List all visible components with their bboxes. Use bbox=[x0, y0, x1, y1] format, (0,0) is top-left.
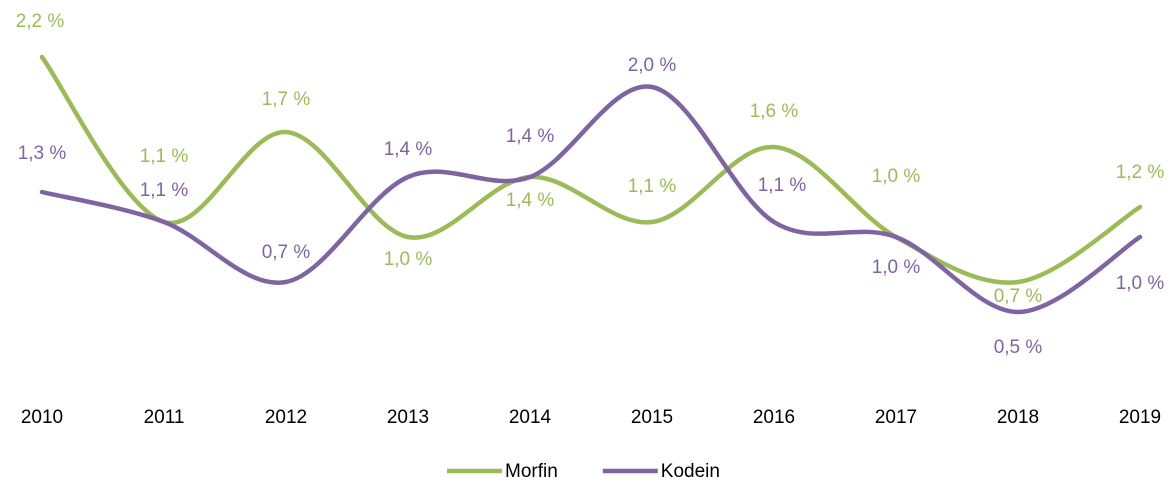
data-label: 1,0 % bbox=[1116, 273, 1165, 294]
data-label: 1,7 % bbox=[262, 89, 311, 110]
legend-label: Morfin bbox=[505, 461, 558, 482]
data-label: 1,6 % bbox=[750, 101, 799, 122]
x-tick-label: 2012 bbox=[265, 407, 307, 428]
series-line bbox=[39, 84, 1143, 315]
data-label: 1,0 % bbox=[872, 257, 921, 278]
x-tick-label: 2011 bbox=[144, 407, 185, 428]
data-label: 1,1 % bbox=[140, 180, 189, 201]
data-label: 1,1 % bbox=[628, 176, 677, 197]
data-label: 2,2 % bbox=[16, 11, 65, 32]
x-tick-label: 2019 bbox=[1119, 407, 1161, 428]
x-tick-label: 2016 bbox=[753, 407, 795, 428]
x-tick-label: 2017 bbox=[875, 407, 917, 428]
series-line bbox=[39, 54, 1143, 285]
data-label: 1,0 % bbox=[384, 249, 433, 270]
legend-label: Kodein bbox=[661, 461, 720, 482]
data-label: 1,3 % bbox=[18, 143, 67, 164]
data-label: 0,7 % bbox=[262, 242, 311, 263]
data-label: 1,1 % bbox=[758, 175, 807, 196]
data-label: 0,5 % bbox=[994, 337, 1043, 358]
data-label: 1,4 % bbox=[506, 126, 555, 147]
data-label: 0,7 % bbox=[994, 286, 1043, 307]
x-tick-label: 2013 bbox=[387, 407, 429, 428]
data-label: 1,2 % bbox=[1116, 162, 1165, 183]
data-label: 1,0 % bbox=[872, 166, 921, 187]
data-label: 1,4 % bbox=[384, 139, 433, 160]
x-tick-label: 2015 bbox=[631, 407, 673, 428]
x-tick-label: 2018 bbox=[997, 407, 1039, 428]
x-tick-label: 2014 bbox=[509, 407, 552, 428]
data-label: 1,1 % bbox=[140, 146, 189, 167]
data-label: 2,0 % bbox=[628, 55, 677, 76]
data-label: 1,4 % bbox=[506, 190, 555, 211]
x-tick-label: 2010 bbox=[21, 407, 63, 428]
